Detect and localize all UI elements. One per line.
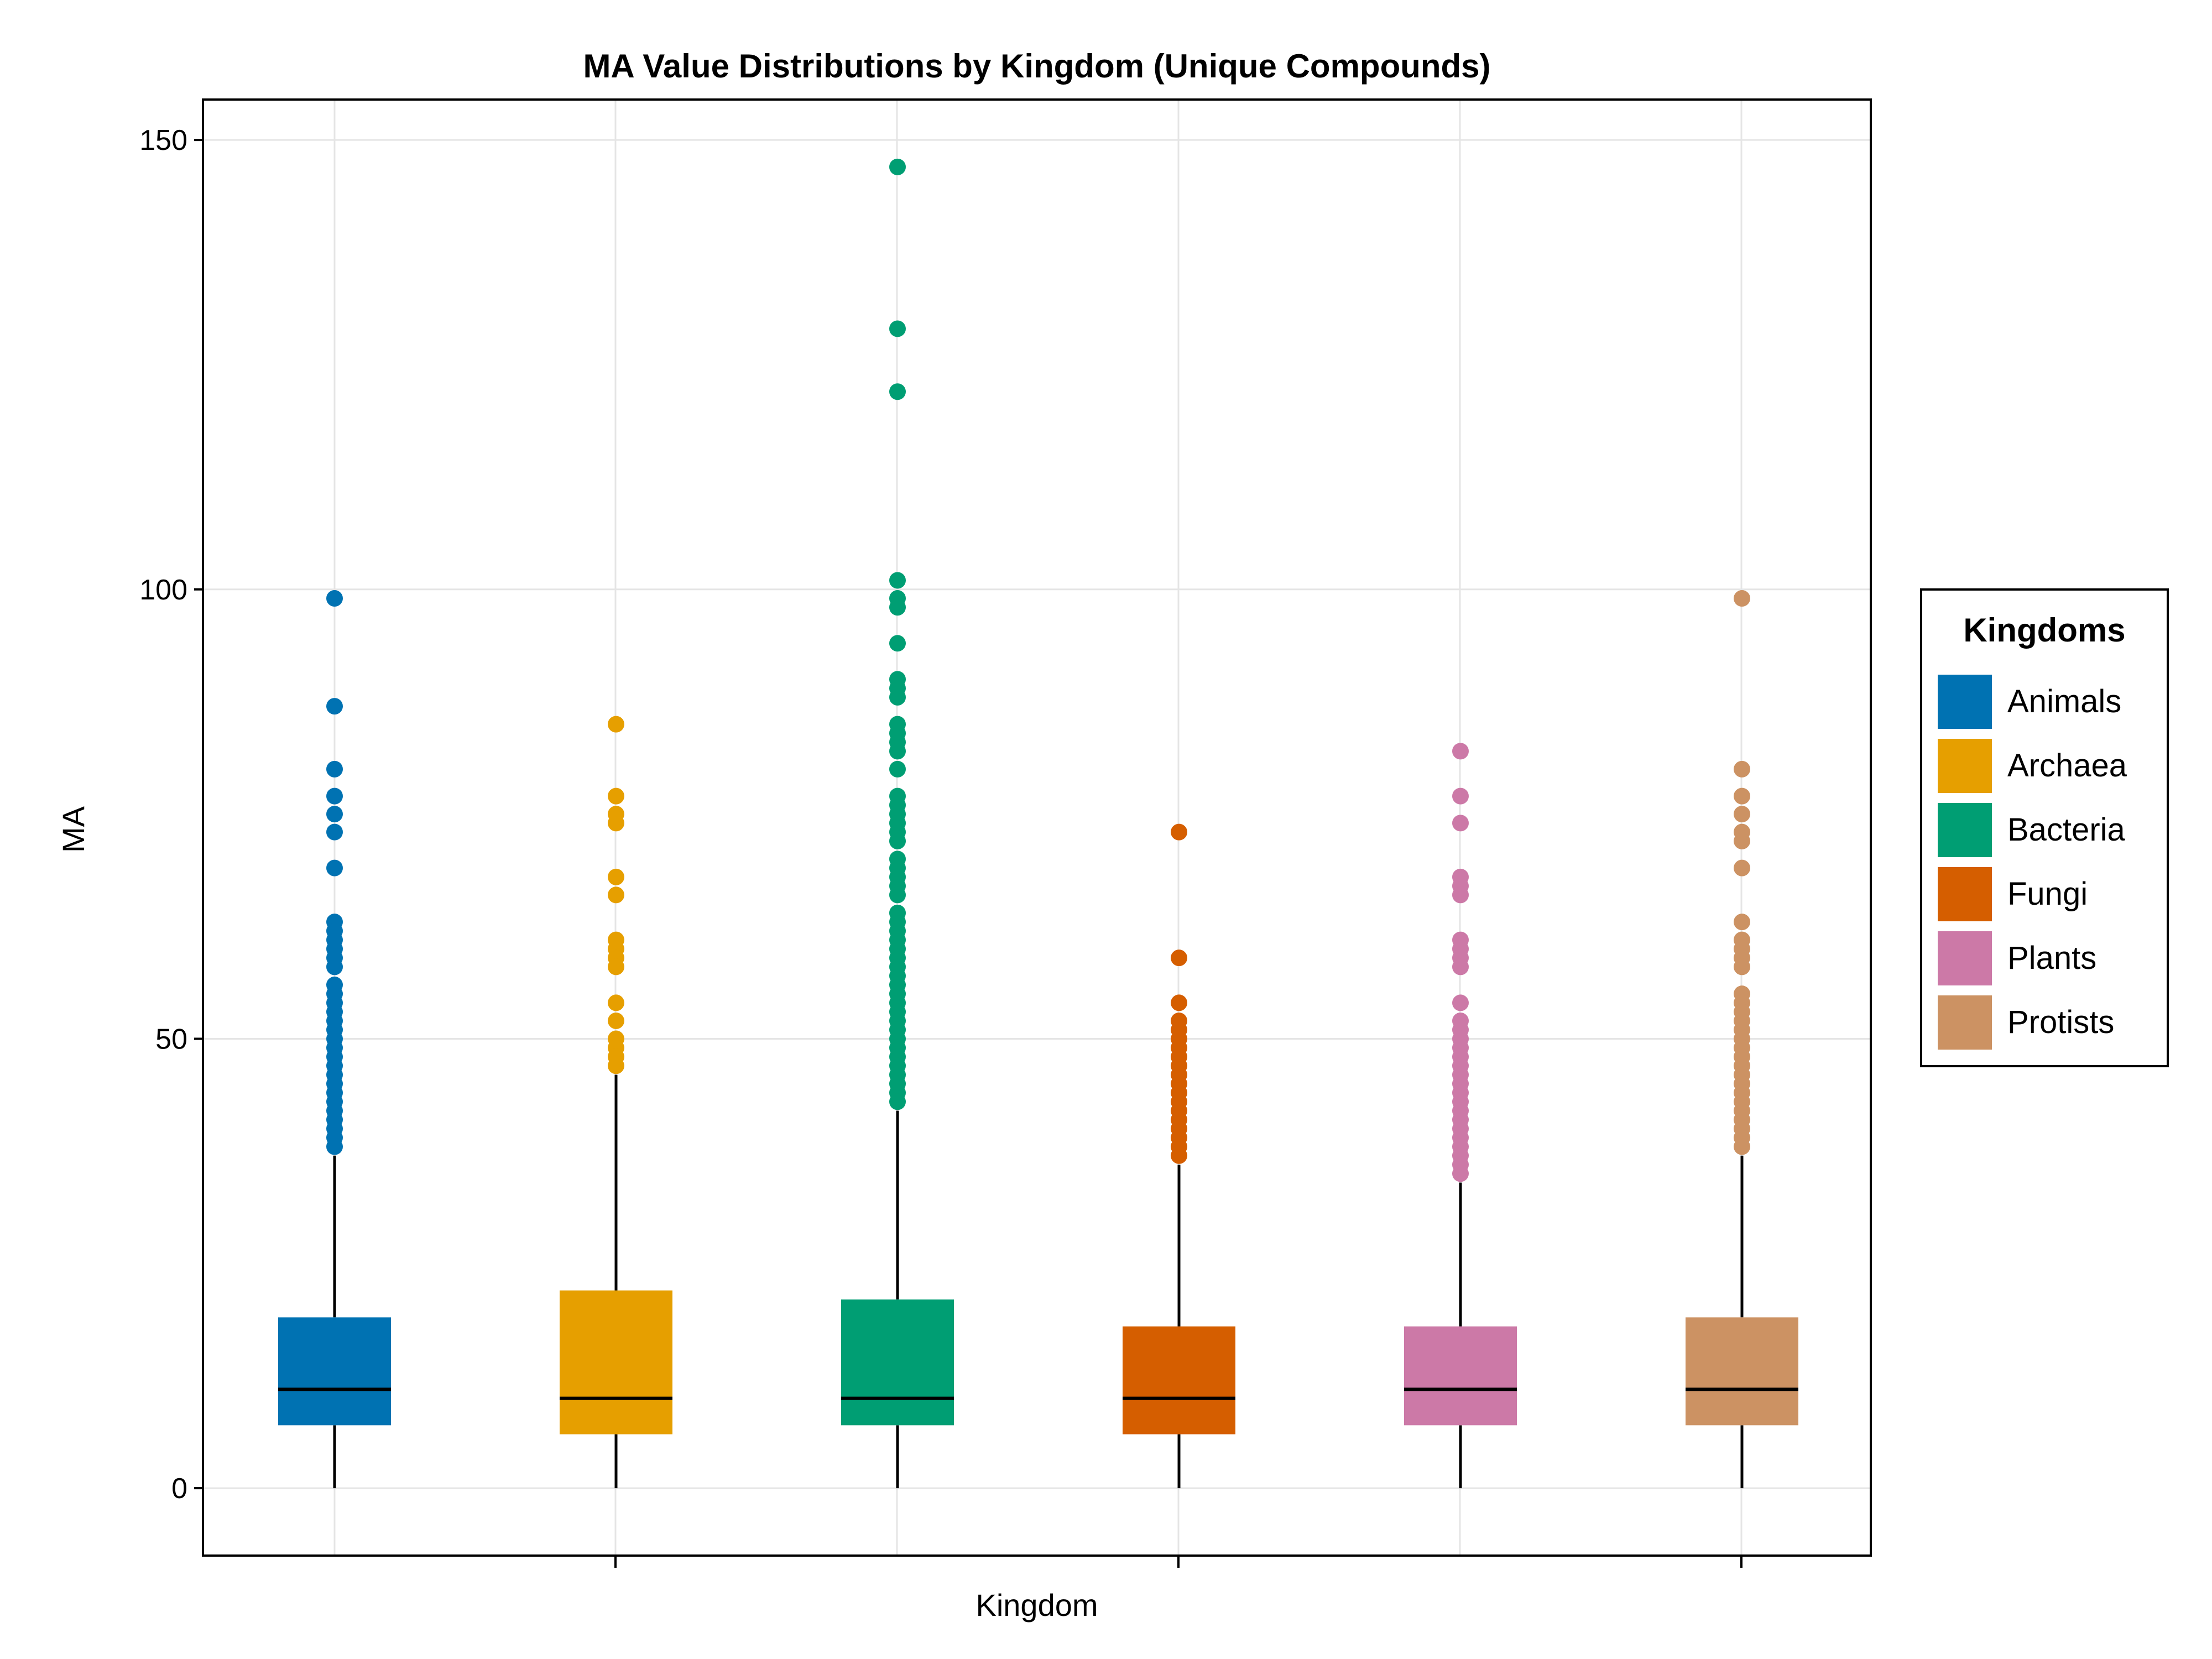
outlier-point <box>889 886 906 904</box>
legend-swatch-protists <box>1938 995 1992 1050</box>
outlier-point <box>608 994 624 1011</box>
legend-label-bacteria: Bacteria <box>2007 812 2126 848</box>
box-iqr <box>1404 1326 1517 1426</box>
legend-swatch-archaea <box>1938 739 1992 793</box>
outlier-point <box>326 760 343 778</box>
outlier-point <box>1734 1138 1750 1155</box>
outlier-point <box>889 832 906 849</box>
outlier-point <box>1734 760 1750 778</box>
outlier-point <box>1452 815 1469 832</box>
outlier-point <box>608 1057 624 1074</box>
outlier-point <box>608 787 624 805</box>
outlier-point <box>889 383 906 400</box>
legend-swatch-animals <box>1938 675 1992 729</box>
outlier-point <box>1734 914 1750 931</box>
legend-label-archaea: Archaea <box>2007 748 2127 784</box>
outlier-point <box>608 868 624 885</box>
outlier-point <box>1452 958 1469 975</box>
y-tick-label: 100 <box>139 574 187 606</box>
outlier-point <box>889 599 906 616</box>
plot-frame <box>202 98 1872 1557</box>
outlier-point <box>889 320 906 337</box>
outlier-point <box>1452 743 1469 760</box>
outlier-point <box>608 815 624 832</box>
outlier-point <box>889 635 906 652</box>
outlier-point <box>326 859 343 877</box>
box-animals <box>278 590 391 1489</box>
legend-swatch-bacteria <box>1938 803 1992 857</box>
outlier-point <box>1734 806 1750 823</box>
outlier-point <box>889 1093 906 1110</box>
legend-label-protists: Protists <box>2007 1004 2114 1040</box>
legend-label-plants: Plants <box>2007 940 2096 976</box>
outlier-point <box>326 958 343 975</box>
legend-title: Kingdoms <box>1963 612 2125 649</box>
outlier-point <box>326 1138 343 1155</box>
outlier-point <box>326 590 343 607</box>
y-tick-label: 0 <box>171 1473 187 1505</box>
outlier-point <box>326 787 343 805</box>
outlier-point <box>889 688 906 706</box>
outlier-point <box>889 572 906 589</box>
outlier-point <box>608 886 624 904</box>
outlier-point <box>608 1012 624 1029</box>
box-iqr <box>1123 1326 1235 1434</box>
outlier-point <box>1452 886 1469 904</box>
outlier-point <box>889 158 906 175</box>
box-iqr <box>560 1290 672 1434</box>
outlier-point <box>889 743 906 760</box>
y-axis-label: MA <box>56 806 91 853</box>
outlier-point <box>608 958 624 975</box>
outlier-point <box>1171 950 1187 967</box>
outlier-point <box>889 760 906 778</box>
chart-title: MA Value Distributions by Kingdom (Uniqu… <box>583 48 1490 85</box>
y-axis-ticks: 0 50 100 150 <box>139 124 203 1505</box>
outlier-point <box>1171 823 1187 841</box>
outlier-point <box>1452 1165 1469 1182</box>
legend-swatch-fungi <box>1938 867 1992 921</box>
x-axis-label: Kingdom <box>975 1588 1098 1623</box>
legend-swatch-plants <box>1938 931 1992 985</box>
box-protists <box>1686 590 1798 1489</box>
outlier-point <box>1452 787 1469 805</box>
box-series-layer <box>278 158 1798 1489</box>
outlier-point <box>1734 590 1750 607</box>
box-plants <box>1404 743 1517 1489</box>
box-bacteria <box>841 158 954 1489</box>
outlier-point <box>326 806 343 823</box>
legend-label-fungi: Fungi <box>2007 876 2088 912</box>
outlier-point <box>1734 958 1750 975</box>
box-archaea <box>560 716 672 1489</box>
x-axis-ticks <box>614 1556 1743 1568</box>
outlier-point <box>326 698 343 715</box>
box-iqr <box>841 1299 954 1426</box>
legend-label-animals: Animals <box>2007 684 2121 719</box>
box-iqr <box>278 1317 391 1426</box>
y-tick-label: 150 <box>139 124 187 156</box>
box-iqr <box>1686 1317 1798 1426</box>
outlier-point <box>326 823 343 841</box>
outlier-point <box>1734 859 1750 877</box>
outlier-point <box>1734 832 1750 849</box>
legend-items: Animals Archaea Bacteria Fungi Plants Protist… <box>1938 675 2127 1050</box>
legend: Kingdoms Animals Archaea Bacteria Fungi Plan… <box>1920 588 2169 1067</box>
outlier-point <box>1171 1147 1187 1164</box>
y-tick-label: 50 <box>155 1023 187 1055</box>
outlier-point <box>1452 994 1469 1011</box>
outlier-point <box>1734 787 1750 805</box>
outlier-point <box>608 716 624 733</box>
outlier-point <box>1171 994 1187 1011</box>
box-fungi <box>1123 823 1235 1489</box>
